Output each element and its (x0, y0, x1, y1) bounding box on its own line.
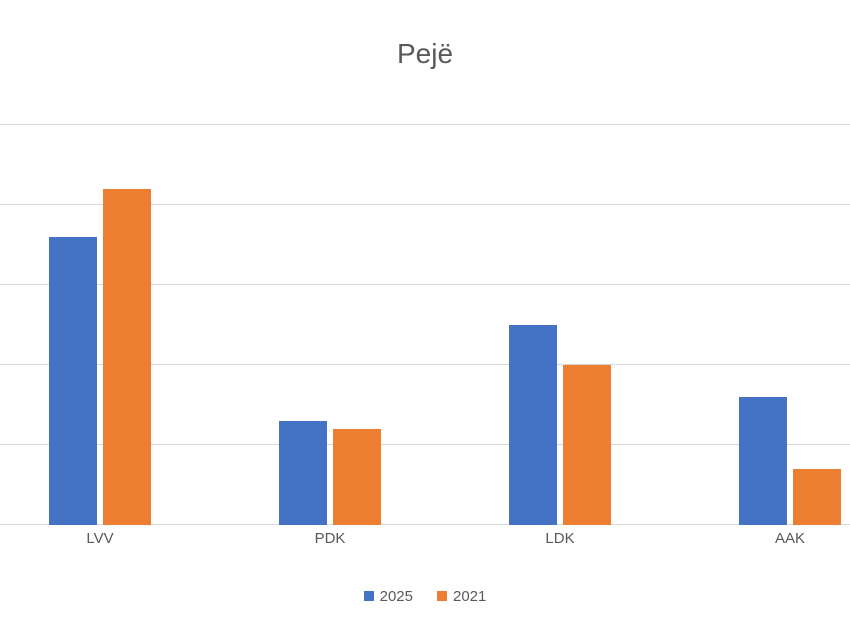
x-axis-label: LDK (545, 530, 574, 547)
bar-pdk-2025 (279, 421, 327, 525)
x-axis-label: AAK (775, 530, 805, 547)
legend: 2025 2021 (0, 588, 850, 607)
bar-ldk-2025 (509, 325, 557, 525)
bar-aak-2025 (739, 397, 787, 525)
bar-pdk-2021 (333, 429, 381, 525)
x-axis-labels: LVV PDK LDK AAK (0, 530, 850, 560)
x-axis-label: LVV (86, 530, 113, 547)
bar-lvv-2025 (49, 237, 97, 525)
legend-swatch (364, 591, 374, 601)
bar-lvv-2021 (103, 189, 151, 525)
legend-swatch (437, 591, 447, 601)
legend-item-2025: 2025 (364, 588, 413, 605)
gridline (0, 124, 850, 125)
x-axis-label: PDK (315, 530, 346, 547)
plot-area (0, 125, 850, 525)
chart-container: Pejë LVV PDK LDK AAK 2025 2021 (0, 0, 850, 636)
bar-aak-2021 (793, 469, 841, 525)
legend-label: 2025 (380, 588, 413, 605)
legend-label: 2021 (453, 588, 486, 605)
bar-ldk-2021 (563, 365, 611, 525)
legend-item-2021: 2021 (437, 588, 486, 605)
chart-title: Pejë (0, 38, 850, 70)
